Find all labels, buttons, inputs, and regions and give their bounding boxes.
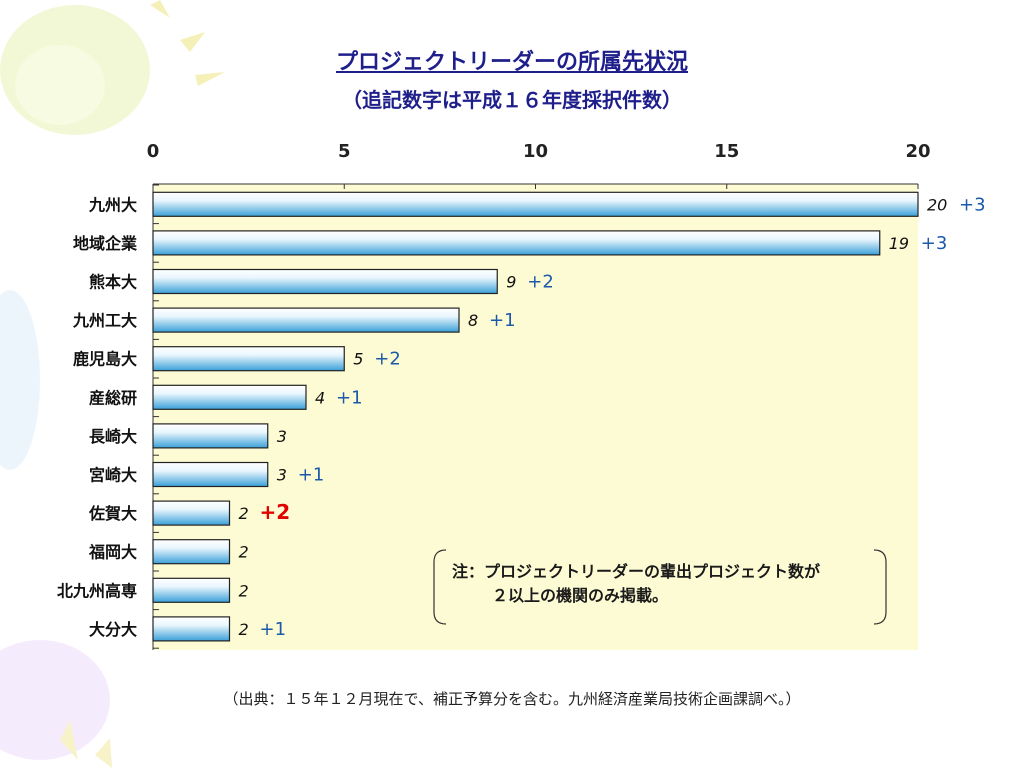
plot-background	[153, 184, 918, 650]
added-count-label: +1	[336, 387, 363, 408]
x-tick-label: 0	[147, 141, 160, 162]
bar	[152, 461, 269, 488]
note-box: 注：プロジェクトリーダーの輩出プロジェクト数が ２以上の機関のみ掲載。	[430, 548, 890, 626]
added-count-label: +3	[959, 194, 986, 215]
bar	[152, 423, 269, 449]
bar	[152, 230, 881, 256]
category-label: 大分大	[89, 620, 137, 639]
x-tick-label: 5	[338, 141, 351, 162]
slide-title: プロジェクトリーダーの所属先状況	[335, 50, 688, 75]
x-tick-label: 20	[905, 141, 930, 162]
added-count-label: +3	[921, 233, 948, 254]
note-right-bracket	[873, 549, 887, 625]
data-label: 2	[239, 504, 249, 523]
x-tick-label: 15	[714, 141, 739, 162]
added-count-label: +2	[260, 500, 291, 524]
data-label: 2	[239, 543, 249, 562]
data-label: 2	[239, 620, 249, 639]
category-label: 地域企業	[73, 234, 138, 253]
bar	[152, 616, 231, 642]
data-label: 2	[239, 581, 249, 600]
bar	[152, 191, 919, 217]
added-count-label: +1	[489, 310, 516, 331]
source-note: （出典：１５年１２月現在で、補正予算分を含む。九州経済産業局技術企画課調べ。）	[223, 690, 801, 708]
x-tick-label: 10	[523, 141, 548, 162]
data-label: 19	[889, 234, 909, 253]
category-label: 北九州高専	[57, 581, 137, 600]
data-label: 3	[277, 427, 287, 446]
bar	[152, 539, 231, 565]
bar	[152, 577, 231, 603]
note-text: 注：プロジェクトリーダーの輩出プロジェクト数が ２以上の機関のみ掲載。	[452, 560, 882, 608]
data-label: 5	[353, 350, 363, 369]
data-label: 4	[315, 388, 325, 407]
bar	[152, 500, 231, 526]
note-left-bracket	[433, 549, 447, 625]
slide-subtitle: （追記数字は平成１６年度採択件数）	[342, 88, 682, 112]
bar	[152, 346, 345, 372]
note-brackets	[433, 549, 887, 625]
added-count-label: +2	[374, 349, 401, 370]
note-line-2: ２以上の機関のみ掲載。	[492, 586, 669, 605]
category-label: 長崎大	[89, 427, 137, 446]
category-label: 鹿児島大	[73, 350, 137, 369]
added-count-label: +2	[527, 272, 554, 293]
category-label: 産総研	[89, 388, 137, 407]
added-count-label: +1	[260, 619, 287, 640]
category-label: 九州大	[88, 195, 137, 214]
bar	[152, 384, 307, 410]
category-label: 福岡大	[88, 543, 137, 562]
category-label: 熊本大	[89, 273, 137, 292]
data-label: 20	[927, 195, 947, 214]
bar	[152, 268, 498, 295]
data-label: 9	[506, 273, 516, 292]
note-line-1: 注：プロジェクトリーダーの輩出プロジェクト数が	[452, 562, 821, 581]
category-label: 佐賀大	[88, 504, 137, 523]
category-label: 宮崎大	[89, 466, 137, 485]
data-label: 8	[468, 311, 478, 330]
category-label: 九州工大	[72, 311, 137, 330]
added-count-label: +1	[298, 465, 325, 486]
data-label: 3	[277, 466, 287, 485]
bar	[152, 307, 460, 333]
